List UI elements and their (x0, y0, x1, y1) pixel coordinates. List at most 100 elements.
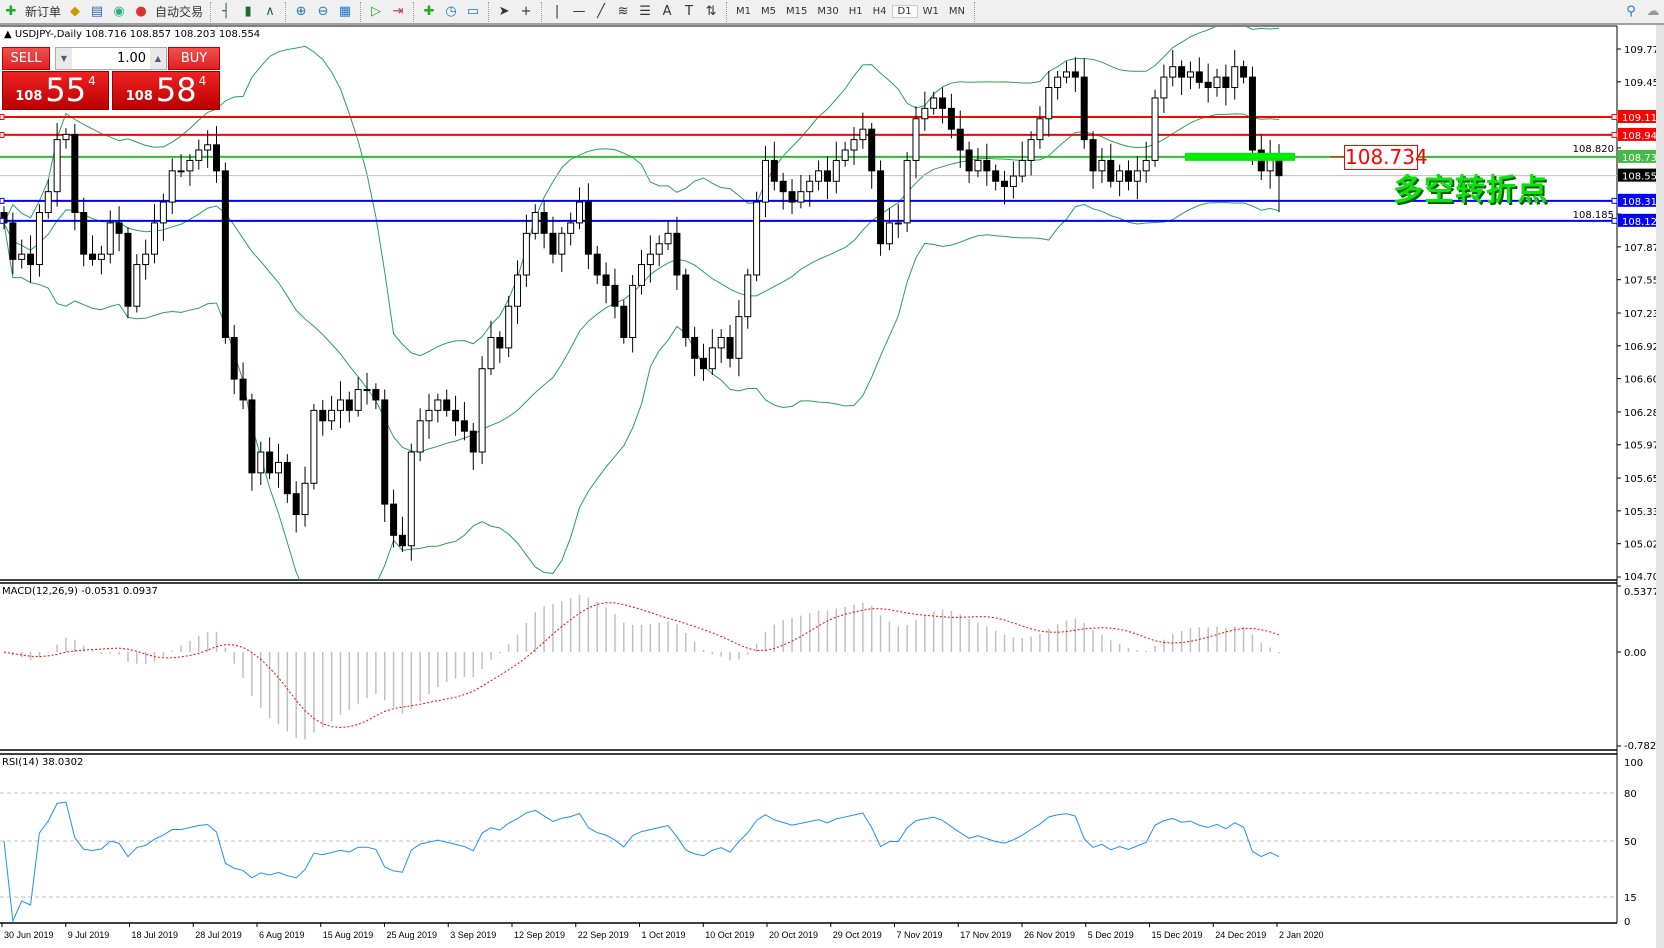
line-handle (0, 131, 5, 138)
signals-icon[interactable]: ◉ (113, 4, 125, 19)
timeframe-w1[interactable]: W1 (922, 6, 939, 17)
auto-trading-icon[interactable]: ● (135, 4, 147, 19)
candle-bear (992, 170, 1000, 182)
date-label: 2 Jan 2020 (1279, 930, 1324, 940)
candle-bull (505, 305, 513, 349)
buy-price-pip: 4 (198, 74, 207, 88)
candlestick-icon[interactable]: ▮ (244, 4, 252, 19)
market-watch-icon[interactable]: ▤ (90, 4, 104, 19)
date-label: 17 Nov 2019 (960, 930, 1011, 940)
search-icon[interactable]: ⚲ (1626, 4, 1636, 19)
candle-bear (673, 232, 681, 276)
candle-bull (558, 232, 566, 255)
timeframe-h1[interactable]: H1 (848, 6, 863, 17)
text-label-icon[interactable]: T (685, 4, 693, 19)
timeframe-d1[interactable]: D1 (891, 5, 918, 18)
scrollbar[interactable] (1656, 25, 1664, 948)
zoom-in-icon[interactable]: ⊕ (295, 4, 307, 19)
timeframe-m30[interactable]: M30 (817, 6, 839, 17)
price-tag-bg (1618, 193, 1664, 207)
axes: 109.770 109.455 108.820 108.185 107.870 107.5… (0, 45, 1664, 940)
candle-bear (27, 253, 35, 266)
bar-chart-icon[interactable]: ┤ (222, 4, 230, 19)
candle-bear (213, 144, 220, 172)
timeframe-m15[interactable]: M15 (786, 6, 808, 17)
candle-bull (1036, 118, 1044, 141)
cursor-icon[interactable]: ➤ (498, 4, 510, 19)
horizontal-line-icon[interactable]: — (572, 4, 586, 19)
new-order-button[interactable]: 新订单 (25, 5, 62, 19)
sell-button[interactable]: SELL (2, 47, 50, 70)
rsi-axis-label: 100 (1624, 758, 1643, 769)
candle-bull (522, 232, 530, 276)
sell-price-button[interactable]: 108 55 4 (2, 71, 109, 110)
autoscroll-icon[interactable]: ▷ (371, 4, 382, 19)
candle-bear (726, 336, 734, 359)
candle-bear (1204, 81, 1212, 89)
date-label: 22 Sep 2019 (578, 930, 629, 940)
buy-button[interactable]: BUY (168, 47, 220, 70)
candle-bull (531, 212, 539, 234)
date-label: 20 Oct 2019 (769, 930, 818, 940)
fibonacci-icon[interactable]: ≋ (617, 4, 629, 19)
zoom-out-icon[interactable]: ⊖ (317, 4, 329, 19)
candle-bear (1195, 71, 1203, 83)
rsi-line (3, 801, 1280, 923)
candle-bear (469, 430, 477, 453)
price-tag-bg (1618, 168, 1664, 182)
chart-shift-icon[interactable]: ⇥ (392, 4, 404, 19)
candle-bull (35, 212, 43, 266)
candle-bull (97, 253, 105, 260)
date-label: 6 Aug 2019 (259, 930, 305, 940)
trendline-icon[interactable]: ╱ (597, 4, 605, 19)
community-icon[interactable]: ☁ (1646, 4, 1660, 19)
price-annotation-label[interactable]: 108.734 (1344, 145, 1428, 170)
periods-icon[interactable]: ◷ (445, 4, 457, 19)
candle-bull (44, 191, 52, 214)
timeframe-h4[interactable]: H4 (872, 6, 887, 17)
header-arrow-icon[interactable]: ▲ (4, 29, 12, 40)
line-chart-icon[interactable]: ∧ (265, 4, 275, 19)
ohlc-label: 108.716 108.857 108.203 108.554 (85, 29, 261, 40)
tile-windows-icon[interactable]: ▦ (338, 4, 352, 19)
line-handle (0, 197, 5, 204)
crosshair-icon[interactable]: + (520, 4, 532, 19)
price-tag-label: 108.945 (1622, 131, 1663, 142)
buy-price-button[interactable]: 108 58 4 (112, 71, 220, 110)
lot-decrease-icon[interactable]: ▼ (56, 48, 72, 69)
buy-price-main: 58 (155, 71, 197, 109)
macd-signal-line (3, 602, 1280, 729)
pivot-point-text[interactable]: 多空转折点 (1393, 173, 1548, 208)
rsi-axis-label: 80 (1624, 789, 1637, 800)
fibo-fan-icon[interactable]: ☰ (639, 4, 651, 19)
date-label: 15 Aug 2019 (323, 930, 374, 940)
macd-pane (3, 594, 1280, 740)
lot-size-stepper[interactable]: ▼ 1.00 ▲ (55, 47, 167, 70)
timeframe-m1[interactable]: M1 (736, 6, 752, 17)
auto-trading-button[interactable]: 自动交易 (155, 5, 204, 19)
candle-bull (336, 399, 344, 411)
lot-increase-icon[interactable]: ▲ (150, 48, 166, 69)
candle-bull (646, 253, 654, 266)
arrows-icon[interactable]: ⇅ (705, 4, 717, 19)
metaquotes-icon[interactable]: ◆ (70, 4, 81, 19)
candle-bear (248, 399, 256, 474)
candle-bear (947, 107, 955, 130)
price-pane (0, 27, 1617, 580)
templates-icon[interactable]: ▭ (466, 4, 480, 19)
lot-size-input[interactable]: 1.00 (117, 51, 146, 66)
candle-bear (1248, 76, 1256, 151)
line-handle (1611, 217, 1618, 224)
timeframe-m5[interactable]: M5 (761, 6, 777, 17)
timeframe-mn[interactable]: MN (948, 6, 965, 17)
vertical-line-icon[interactable]: | (554, 4, 560, 19)
candle-bull (1160, 76, 1168, 99)
candle-bear (691, 336, 699, 359)
candle-bull (859, 128, 867, 141)
new-order-icon[interactable]: ✚ (5, 4, 17, 19)
candle-bull (159, 201, 167, 224)
text-icon[interactable]: A (662, 4, 672, 19)
indicators-icon[interactable]: ✚ (423, 4, 435, 19)
candle-bull (655, 243, 663, 255)
